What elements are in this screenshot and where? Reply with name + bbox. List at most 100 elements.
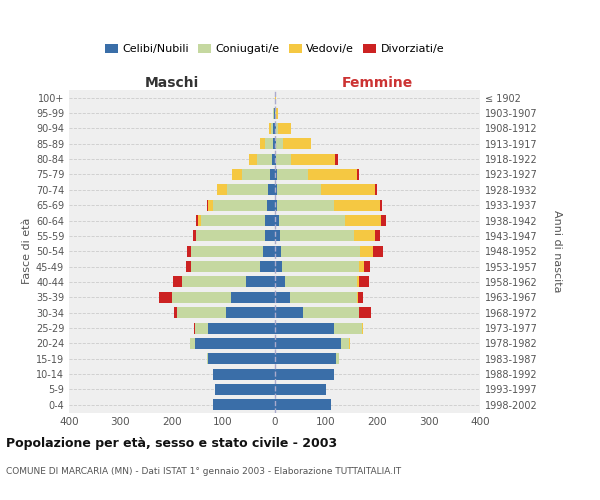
Bar: [359, 261, 364, 272]
Bar: [195, 338, 275, 349]
Bar: [356, 292, 358, 303]
Bar: [267, 200, 275, 210]
Bar: [191, 261, 260, 272]
Bar: [208, 353, 275, 364]
Bar: [275, 230, 280, 241]
Bar: [341, 338, 349, 349]
Text: Maschi: Maschi: [145, 76, 199, 90]
Bar: [356, 169, 359, 180]
Bar: [277, 169, 308, 180]
Bar: [195, 322, 208, 334]
Bar: [275, 307, 303, 318]
Bar: [275, 276, 285, 287]
Bar: [268, 184, 275, 196]
Bar: [334, 200, 380, 210]
Bar: [356, 276, 359, 287]
Bar: [213, 368, 275, 380]
Bar: [275, 215, 278, 226]
Bar: [275, 353, 336, 364]
Bar: [260, 138, 265, 149]
Bar: [275, 292, 290, 303]
Bar: [265, 215, 275, 226]
Text: COMUNE DI MARCARIA (MN) - Dati ISTAT 1° gennaio 2003 - Elaborazione TUTTAITALIA.: COMUNE DI MARCARIA (MN) - Dati ISTAT 1° …: [6, 468, 401, 476]
Bar: [285, 276, 356, 287]
Bar: [213, 200, 267, 210]
Bar: [308, 169, 357, 180]
Bar: [373, 246, 383, 257]
Bar: [364, 261, 370, 272]
Bar: [303, 307, 359, 318]
Bar: [206, 200, 208, 210]
Bar: [172, 292, 231, 303]
Bar: [173, 276, 182, 287]
Bar: [273, 138, 275, 149]
Bar: [278, 215, 346, 226]
Bar: [226, 307, 275, 318]
Bar: [283, 138, 311, 149]
Bar: [185, 261, 191, 272]
Bar: [374, 230, 380, 241]
Bar: [275, 138, 283, 149]
Bar: [290, 292, 357, 303]
Bar: [280, 230, 354, 241]
Legend: Celibi/Nubili, Coniugati/e, Vedovi/e, Divorziati/e: Celibi/Nubili, Coniugati/e, Vedovi/e, Di…: [100, 39, 449, 58]
Bar: [217, 184, 227, 196]
Bar: [282, 261, 359, 272]
Bar: [277, 200, 334, 210]
Bar: [257, 154, 272, 164]
Bar: [182, 276, 246, 287]
Bar: [281, 246, 360, 257]
Bar: [359, 276, 368, 287]
Bar: [213, 400, 275, 410]
Bar: [227, 184, 268, 196]
Bar: [196, 230, 265, 241]
Bar: [275, 123, 278, 134]
Bar: [275, 184, 277, 196]
Bar: [334, 322, 362, 334]
Bar: [187, 246, 191, 257]
Bar: [380, 200, 382, 210]
Text: Popolazione per età, sesso e stato civile - 2003: Popolazione per età, sesso e stato civil…: [6, 438, 337, 450]
Bar: [349, 338, 350, 349]
Bar: [194, 322, 195, 334]
Bar: [346, 215, 382, 226]
Bar: [275, 108, 278, 118]
Bar: [246, 276, 275, 287]
Bar: [201, 215, 265, 226]
Bar: [232, 169, 242, 180]
Bar: [260, 261, 275, 272]
Bar: [292, 154, 335, 164]
Bar: [175, 307, 177, 318]
Bar: [275, 261, 282, 272]
Bar: [196, 215, 199, 226]
Bar: [159, 292, 172, 303]
Bar: [269, 123, 271, 134]
Bar: [275, 368, 334, 380]
Bar: [190, 338, 195, 349]
Bar: [336, 353, 339, 364]
Bar: [321, 184, 374, 196]
Y-axis label: Anni di nascita: Anni di nascita: [551, 210, 562, 292]
Bar: [249, 154, 257, 164]
Bar: [231, 292, 275, 303]
Bar: [276, 154, 292, 164]
Bar: [191, 246, 263, 257]
Bar: [275, 154, 276, 164]
Text: Femmine: Femmine: [341, 76, 413, 90]
Bar: [272, 154, 275, 164]
Bar: [208, 200, 213, 210]
Bar: [275, 400, 331, 410]
Bar: [358, 292, 363, 303]
Bar: [265, 138, 273, 149]
Bar: [263, 246, 275, 257]
Bar: [242, 169, 271, 180]
Bar: [275, 338, 341, 349]
Bar: [265, 230, 275, 241]
Bar: [275, 246, 281, 257]
Bar: [382, 215, 386, 226]
Bar: [271, 123, 274, 134]
Bar: [215, 384, 275, 395]
Bar: [275, 322, 334, 334]
Bar: [271, 169, 275, 180]
Bar: [275, 200, 277, 210]
